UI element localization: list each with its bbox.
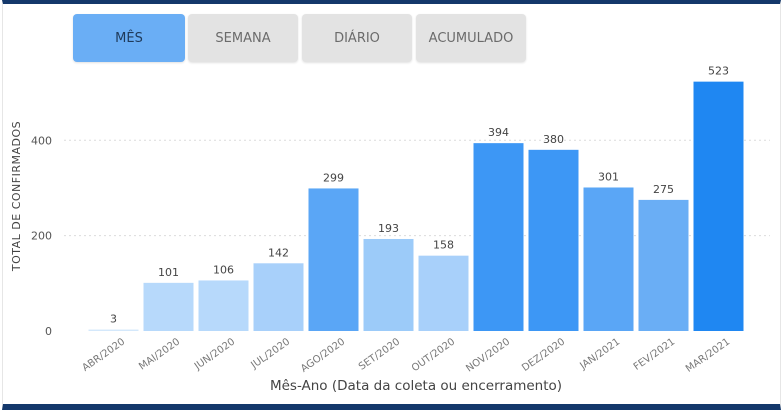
x-tick-label: NOV/2020 (464, 336, 512, 374)
bar[interactable] (693, 81, 744, 331)
x-tick-label: JUN/2020 (192, 336, 237, 372)
bar[interactable] (198, 280, 249, 331)
x-tick-label: MAI/2020 (137, 336, 182, 372)
data-label: 301 (598, 170, 619, 183)
data-label: 158 (433, 239, 454, 252)
bars (88, 81, 744, 331)
y-axis-title: TOTAL DE CONFIRMADOS (10, 121, 23, 272)
tab-acumulado[interactable]: ACUMULADO (416, 14, 526, 62)
y-axis-ticks: 0 200 400 (31, 134, 52, 338)
data-label: 394 (488, 126, 509, 139)
bar[interactable] (418, 255, 469, 331)
x-tick-label: JAN/2021 (577, 336, 622, 372)
x-axis-title: Mês-Ano (Data da coleta ou encerramento) (270, 378, 562, 394)
data-label: 106 (213, 263, 234, 276)
bar[interactable] (583, 187, 634, 331)
bar[interactable] (638, 199, 689, 331)
x-tick-label: FEV/2021 (632, 336, 677, 372)
data-label: 193 (378, 222, 399, 235)
bar[interactable] (88, 329, 139, 331)
data-label: 101 (158, 266, 179, 279)
data-label: 523 (708, 65, 729, 78)
x-tick-label: SET/2020 (357, 336, 402, 372)
bar[interactable] (253, 263, 304, 331)
bar[interactable] (143, 282, 194, 331)
tab-semana[interactable]: SEMANA (188, 14, 298, 62)
data-label: 142 (268, 246, 289, 259)
data-label: 380 (543, 133, 564, 146)
bar[interactable] (473, 143, 524, 331)
x-tick-label: MAR/2021 (684, 336, 732, 374)
bar[interactable] (363, 238, 414, 331)
y-tick-label: 400 (31, 134, 52, 147)
x-tick-label: DEZ/2020 (520, 336, 567, 374)
tab-mes[interactable]: MÊS (73, 14, 185, 62)
bar[interactable] (528, 149, 579, 331)
data-label: 299 (323, 171, 344, 184)
data-label: 275 (653, 183, 674, 196)
y-tick-label: 0 (45, 325, 52, 338)
x-tick-label: AGO/2020 (299, 336, 347, 374)
tab-diario[interactable]: DIÁRIO (302, 14, 412, 62)
x-tick-label: JUL/2020 (248, 336, 292, 371)
x-axis-ticks: ABR/2020 MAI/2020 JUN/2020 JUL/2020 AGO/2020… (80, 336, 732, 374)
data-label: 3 (110, 313, 117, 326)
data-labels: 3 101 106 142 299 193 158 394 380 301 275 523 (110, 65, 729, 326)
x-tick-label: ABR/2020 (80, 336, 127, 373)
y-tick-label: 200 (31, 230, 52, 243)
x-tick-label: OUT/2020 (410, 336, 457, 374)
bar[interactable] (308, 188, 359, 331)
